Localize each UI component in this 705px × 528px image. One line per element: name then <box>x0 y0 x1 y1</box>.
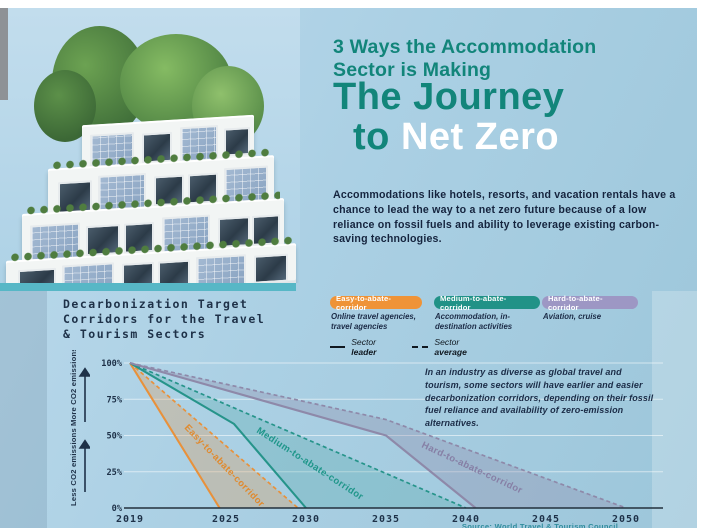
solar-panel-icon <box>62 262 114 283</box>
window-icon <box>122 261 154 283</box>
title-line-1: 3 Ways the Accommodation <box>333 36 597 58</box>
page-title-big: The Journey to Net Zero <box>333 76 565 158</box>
dashed-line-swatch <box>411 346 429 348</box>
right-light-band <box>652 291 697 528</box>
line-style-legend: Sector leader Sector average <box>330 337 474 357</box>
sector-leader-label: Sector leader <box>351 337 377 357</box>
svg-text:2035: 2035 <box>372 514 400 525</box>
solid-line-swatch <box>330 346 346 348</box>
legend-desc-hard: Aviation, cruise <box>543 312 602 321</box>
svg-text:50%: 50% <box>106 432 122 442</box>
legend-pill-easy: Easy-to-abate-corridor <box>330 294 422 312</box>
solar-panel-icon <box>196 254 246 283</box>
frame-border-right <box>697 0 705 528</box>
page-title: 3 Ways the Accommodation Sector is Makin… <box>333 36 596 82</box>
photo-edge <box>0 8 8 100</box>
window-icon <box>158 259 190 283</box>
source-credit: Source: World Travel & Tourism Council <box>461 522 619 528</box>
title-line-2: Sector is Making <box>333 59 492 81</box>
legend-desc-medium: Accommodation, in-destination activities <box>435 312 513 332</box>
net-zero-highlight: Net Zero <box>400 115 560 158</box>
svg-text:75%: 75% <box>106 395 122 405</box>
corridor-chart: 2019 2025 2030 2035 2040 2045 2050 100% 75% 50% 2… <box>0 347 705 528</box>
svg-text:0%: 0% <box>112 504 123 514</box>
legend-desc-easy: Online travel agencies, travel agencies <box>331 312 416 332</box>
teal-divider <box>0 283 296 291</box>
chart-section-title: Decarbonization Target Corridors for the… <box>63 297 266 342</box>
gridlines <box>124 362 663 473</box>
svg-text:2040: 2040 <box>452 514 480 525</box>
svg-text:2045: 2045 <box>532 514 560 525</box>
window-icon <box>18 267 56 283</box>
legend-pill-hard: Hard-to-abate-corridor <box>542 294 638 312</box>
left-shade-band <box>0 291 47 528</box>
window-icon <box>254 253 288 283</box>
legend-pill-medium: Medium-to-abate-corridor <box>434 294 540 312</box>
svg-text:2019: 2019 <box>116 514 144 525</box>
corridor-chart-svg: 2019 2025 2030 2035 2040 2045 2050 100% 75% 50% 2… <box>69 347 663 525</box>
corridor-lines <box>129 361 627 509</box>
title-line-4: to Net Zero <box>353 115 560 158</box>
y-axis-ticks: 100% 75% 50% 25% 0% <box>101 359 123 514</box>
chart-annotation: In an industry as diverse as global trav… <box>425 367 654 429</box>
frame-border-top <box>0 0 705 8</box>
sector-average-label: Sector average <box>434 337 467 357</box>
svg-text:2050: 2050 <box>612 514 640 525</box>
more-co2-label: More CO2 emissions <box>69 350 78 426</box>
x-axis-ticks: 2019 2025 2030 2035 2040 2045 2050 <box>116 514 640 525</box>
intro-paragraph: Accommodations like hotels, resorts, and… <box>333 189 676 246</box>
svg-text:2030: 2030 <box>292 514 320 525</box>
svg-text:25%: 25% <box>106 468 122 478</box>
svg-text:100%: 100% <box>101 359 123 369</box>
title-line-3: The Journey <box>333 76 565 118</box>
eco-building-photo <box>0 8 300 283</box>
less-co2-label: Less CO2 emissions <box>69 428 78 506</box>
svg-text:2025: 2025 <box>212 514 240 525</box>
